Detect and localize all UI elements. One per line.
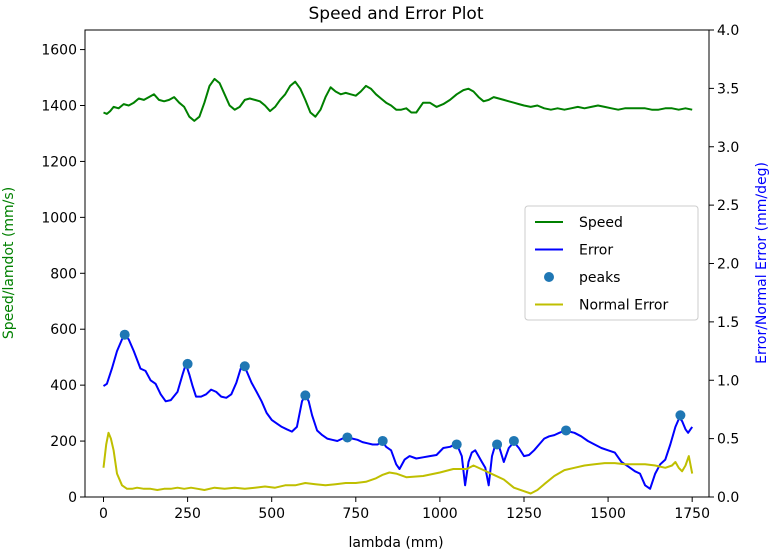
legend-label: peaks — [579, 270, 620, 286]
normal-error-line — [102, 431, 694, 495]
peak-marker — [377, 435, 388, 446]
legend-label: Error — [579, 243, 613, 259]
right-y-axis-label: Error/Normal Error (mm/deg) — [754, 162, 770, 364]
legend-swatch — [544, 272, 554, 282]
peak-marker — [451, 439, 462, 450]
x-tick-label: 1250 — [506, 506, 542, 522]
left-y-tick-label: 400 — [50, 378, 77, 394]
right-y-tick-label: 1.5 — [717, 315, 739, 331]
peak-marker — [239, 361, 250, 372]
peak-marker — [119, 329, 130, 340]
left-y-tick-label: 600 — [50, 322, 77, 338]
right-y-axis-ticks: 0.0 0.5 1.0 1.5 2.0 2.5 3.0 3.5 4.0 — [709, 23, 739, 506]
left-y-tick-label: 0 — [68, 490, 77, 506]
x-tick-label: 1000 — [422, 506, 458, 522]
x-tick-label: 750 — [342, 506, 369, 522]
legend-label: Normal Error — [579, 298, 668, 314]
error-line — [102, 333, 694, 490]
peak-marker — [300, 390, 311, 401]
legend-box — [524, 205, 699, 321]
right-y-tick-label: 2.5 — [717, 198, 739, 214]
peak-marker — [508, 435, 519, 446]
legend-label: Speed — [579, 215, 623, 231]
x-tick-label: 250 — [174, 506, 201, 522]
right-y-tick-label: 1.0 — [717, 373, 739, 389]
chart-title: Speed and Error Plot — [309, 4, 484, 24]
x-tick-label: 1500 — [590, 506, 626, 522]
speed-line — [103, 77, 693, 122]
left-y-tick-label: 1200 — [41, 154, 77, 170]
left-y-axis-label: Speed/lamdot (mm/s) — [1, 187, 17, 339]
left-y-axis-ticks: 0 200 400 600 800 1000 1200 1400 1600 — [41, 43, 85, 506]
peak-marker — [492, 439, 503, 450]
legend: Speed Error peaks Normal Error — [524, 205, 699, 321]
right-y-tick-label: 0.5 — [717, 432, 739, 448]
right-y-tick-label: 3.0 — [717, 140, 739, 156]
left-y-tick-label: 1400 — [41, 99, 77, 115]
peak-marker — [561, 425, 572, 436]
x-tick-label: 500 — [258, 506, 285, 522]
peak-marker — [182, 358, 193, 369]
right-y-tick-label: 2.0 — [717, 257, 739, 273]
peak-marker — [342, 432, 353, 443]
left-y-tick-label: 800 — [50, 266, 77, 282]
right-y-tick-label: 3.5 — [717, 81, 739, 97]
x-tick-label: 1750 — [674, 506, 710, 522]
left-y-tick-label: 1000 — [41, 210, 77, 226]
right-y-tick-label: 0.0 — [717, 490, 739, 506]
x-axis-label: lambda (mm) — [348, 535, 443, 549]
left-y-tick-label: 200 — [50, 434, 77, 450]
x-tick-label: 0 — [99, 506, 108, 522]
right-y-tick-label: 4.0 — [717, 23, 739, 39]
series-layer — [102, 77, 694, 495]
x-axis-ticks: 0 250 500 750 1000 1250 1500 1750 — [99, 497, 710, 522]
peak-marker — [675, 410, 686, 421]
left-y-tick-label: 1600 — [41, 43, 77, 59]
